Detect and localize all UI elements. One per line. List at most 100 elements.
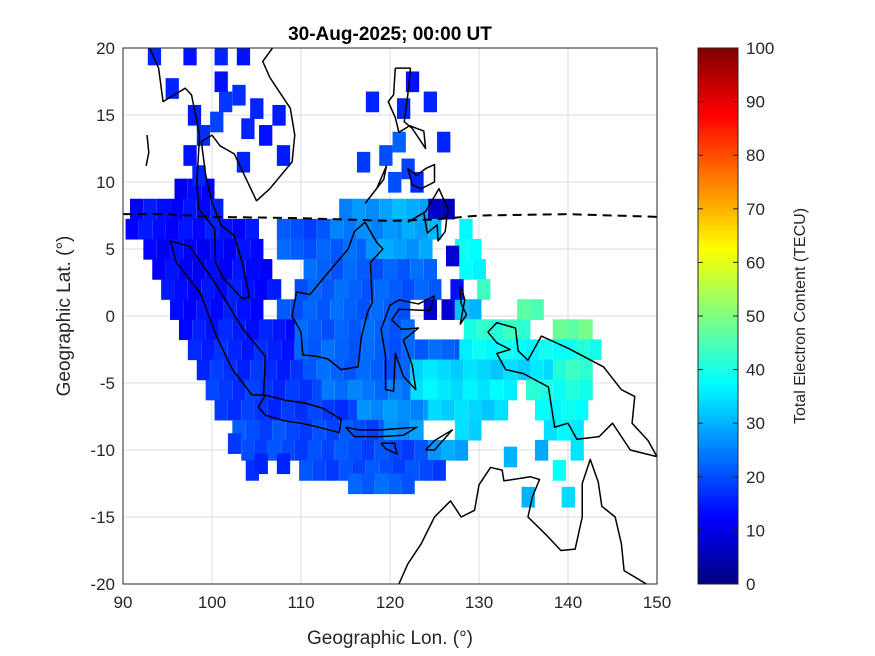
tec-cell bbox=[294, 399, 308, 421]
tec-cell bbox=[303, 238, 317, 260]
tec-cell bbox=[379, 145, 393, 166]
tec-cell bbox=[468, 299, 482, 320]
tec-cell bbox=[187, 339, 202, 361]
tec-cell bbox=[348, 379, 362, 401]
tec-cell bbox=[370, 399, 384, 421]
tec-cell bbox=[477, 359, 491, 381]
tec-cell bbox=[321, 399, 335, 421]
axis-ticks: 90 100 110 120 130 140 150 -20 -15 -10 -5 0 5 10 15 20 bbox=[90, 39, 671, 612]
tec-cell bbox=[392, 198, 406, 220]
tec-cell bbox=[321, 279, 335, 300]
tec-cell bbox=[334, 339, 348, 361]
tec-cell bbox=[267, 279, 282, 300]
tec-cell bbox=[294, 279, 308, 300]
coastline bbox=[407, 187, 449, 242]
tec-cell bbox=[365, 198, 380, 220]
tec-cell bbox=[285, 419, 300, 441]
tec-cell bbox=[192, 259, 206, 280]
coastline bbox=[257, 394, 342, 434]
tec-cell bbox=[468, 399, 482, 421]
tec-cells bbox=[125, 48, 602, 508]
tec-cell bbox=[236, 48, 251, 66]
tec-cell bbox=[223, 359, 237, 381]
tec-cell bbox=[156, 238, 170, 260]
tec-cell bbox=[383, 218, 397, 240]
tec-cell bbox=[570, 439, 584, 461]
tec-cell bbox=[187, 104, 202, 126]
tec-cell bbox=[348, 439, 362, 461]
tec-cell bbox=[561, 486, 575, 508]
tec-cell bbox=[285, 379, 300, 401]
tec-cell bbox=[588, 339, 602, 361]
tec-cell bbox=[334, 439, 348, 461]
tec-cell bbox=[405, 198, 420, 220]
tec-cell bbox=[259, 259, 273, 280]
tec-cell bbox=[214, 279, 228, 300]
colorbar-tick-label: 10 bbox=[746, 521, 765, 540]
tec-cell bbox=[534, 399, 549, 421]
tec-cell bbox=[472, 339, 486, 361]
tec-cell bbox=[334, 279, 348, 300]
tec-cell bbox=[432, 460, 446, 481]
tec-cell bbox=[370, 299, 384, 320]
tec-cell bbox=[196, 125, 211, 146]
tec-cell bbox=[361, 279, 375, 300]
tec-cell bbox=[428, 339, 442, 361]
tec-cell bbox=[579, 379, 593, 401]
tec-cell bbox=[428, 198, 442, 220]
tec-cell bbox=[423, 359, 437, 381]
tec-cell bbox=[219, 259, 233, 280]
tec-cell bbox=[281, 399, 295, 421]
tec-cell bbox=[459, 339, 473, 361]
tec-cell bbox=[348, 473, 362, 495]
tec-cell bbox=[245, 218, 259, 240]
tec-cell bbox=[552, 319, 567, 341]
tec-cell bbox=[214, 48, 228, 66]
coastlines bbox=[145, 48, 657, 584]
colorbar-tick-label: 0 bbox=[746, 575, 755, 594]
tec-cell bbox=[379, 238, 393, 260]
tec-cell bbox=[276, 299, 291, 320]
tec-cell bbox=[561, 399, 575, 421]
tec-cell bbox=[290, 238, 304, 260]
tec-cell bbox=[201, 279, 215, 300]
tec-cell bbox=[392, 131, 406, 153]
tec-cell bbox=[250, 359, 264, 381]
tec-cell bbox=[481, 399, 495, 421]
tec-cell bbox=[437, 359, 451, 381]
tec-cell bbox=[454, 419, 469, 441]
tec-cell bbox=[334, 399, 348, 421]
tec-cell bbox=[210, 238, 224, 260]
tec-cell bbox=[361, 439, 375, 461]
tec-cell bbox=[486, 339, 500, 361]
tec-cell bbox=[174, 178, 188, 200]
tec-cell bbox=[356, 151, 371, 173]
tec-cell bbox=[450, 379, 464, 401]
tec-cell bbox=[503, 379, 518, 401]
tec-cell bbox=[165, 218, 179, 240]
tec-cell bbox=[205, 259, 219, 280]
tec-cell bbox=[254, 279, 268, 300]
tec-cell bbox=[441, 339, 455, 361]
colorbar-tick-label: 30 bbox=[746, 414, 765, 433]
coastline bbox=[458, 286, 468, 325]
tec-cell bbox=[423, 259, 437, 280]
tec-cell bbox=[552, 359, 567, 381]
tec-cell bbox=[441, 299, 455, 320]
coastline bbox=[145, 135, 150, 167]
tec-cell bbox=[259, 419, 273, 441]
tec-cell bbox=[410, 171, 424, 193]
tec-cell bbox=[334, 379, 348, 401]
x-axis-label: Geographic Lon. (°) bbox=[307, 628, 473, 649]
tec-cell bbox=[210, 111, 224, 133]
tec-cell bbox=[330, 218, 344, 240]
tec-cell bbox=[374, 279, 389, 300]
tec-cell bbox=[272, 319, 286, 341]
tec-cell bbox=[165, 259, 179, 280]
tec-cell bbox=[401, 319, 415, 341]
tec-cell bbox=[339, 419, 353, 441]
tec-cell bbox=[170, 198, 184, 220]
tec-cell bbox=[370, 259, 384, 280]
tec-cell bbox=[463, 319, 478, 341]
